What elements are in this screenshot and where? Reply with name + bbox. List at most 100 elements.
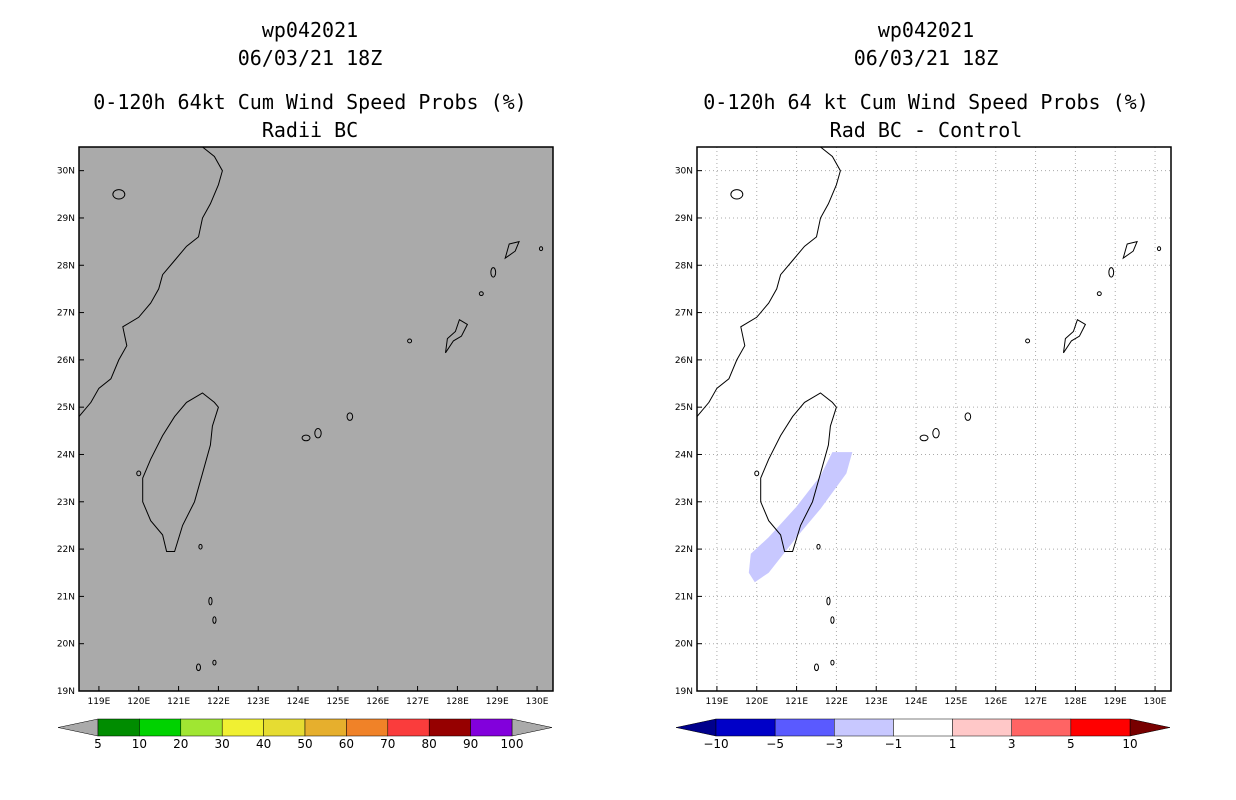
lon-tick-label: 121E bbox=[167, 697, 190, 707]
right-colorbar: −10 −5 −3 −1 1 3 5 10 bbox=[675, 718, 1171, 751]
lat-tick-label: 19N bbox=[57, 687, 75, 697]
left-map-background bbox=[79, 147, 553, 691]
island-outline bbox=[816, 543, 821, 550]
island-outline bbox=[346, 412, 354, 421]
island-outline bbox=[754, 470, 760, 477]
valid-time: 06/03/21 18Z bbox=[237, 46, 383, 70]
lon-tick-label: 127E bbox=[406, 697, 429, 707]
island-outline bbox=[830, 659, 835, 666]
product-subtitle: Rad BC - Control bbox=[829, 118, 1023, 142]
colorbar-label: 10 bbox=[1122, 737, 1137, 751]
island-outline bbox=[919, 434, 929, 442]
product-subtitle: Radii BC bbox=[261, 118, 359, 142]
left-colorbar: 5 10 20 30 40 50 60 70 80 90 100 bbox=[57, 718, 553, 751]
valid-time: 06/03/21 18Z bbox=[853, 46, 999, 70]
colorbar-swatch bbox=[387, 718, 430, 737]
island-outline bbox=[1108, 267, 1115, 278]
colorbar-label: 50 bbox=[297, 737, 312, 751]
colorbar-swatch bbox=[221, 718, 264, 737]
colorbar-label: −3 bbox=[825, 737, 843, 751]
island-outline bbox=[538, 246, 544, 252]
lat-tick-label: 27N bbox=[675, 309, 693, 319]
lat-tick-label: 25N bbox=[675, 403, 693, 413]
island-outline bbox=[208, 596, 213, 606]
lat-tick-label: 28N bbox=[675, 261, 693, 271]
lat-tick-label: 22N bbox=[57, 545, 75, 555]
island-outline bbox=[407, 338, 413, 344]
island-outline bbox=[196, 663, 201, 672]
lon-tick-label: 126E bbox=[984, 697, 1007, 707]
island-outline bbox=[212, 659, 217, 666]
island-outline bbox=[112, 189, 126, 200]
colorbar-label: 60 bbox=[339, 737, 354, 751]
product-title: 0-120h 64 kt Cum Wind Speed Probs (%) bbox=[703, 90, 1149, 114]
island-outline bbox=[1156, 246, 1162, 252]
colorbar-swatch bbox=[304, 718, 347, 737]
china-coastline bbox=[78, 146, 223, 417]
colorbar-label: −5 bbox=[766, 737, 784, 751]
colorbar-low-arrow bbox=[675, 718, 717, 737]
lat-tick-label: 20N bbox=[675, 640, 693, 650]
colorbar-swatch bbox=[715, 718, 776, 737]
product-title: 0-120h 64kt Cum Wind Speed Probs (%) bbox=[93, 90, 527, 114]
island-outline bbox=[932, 427, 940, 439]
colorbar-swatch bbox=[263, 718, 306, 737]
right-panel-title: wp042021 06/03/21 18Z 0-120h 64 kt Cum W… bbox=[676, 16, 1176, 144]
colorbar-label: 80 bbox=[422, 737, 437, 751]
lon-tick-label: 130E bbox=[526, 697, 549, 707]
island-outline bbox=[478, 291, 484, 297]
lat-tick-label: 21N bbox=[57, 592, 75, 602]
lon-tick-label: 122E bbox=[825, 697, 848, 707]
lat-tick-label: 26N bbox=[57, 356, 75, 366]
storm-id: wp042021 bbox=[261, 18, 359, 42]
lon-tick-label: 124E bbox=[905, 697, 928, 707]
lat-tick-label: 23N bbox=[675, 498, 693, 508]
lon-tick-label: 125E bbox=[944, 697, 967, 707]
lon-tick-label: 119E bbox=[705, 697, 728, 707]
lon-tick-label: 127E bbox=[1024, 697, 1047, 707]
colorbar-swatch bbox=[1011, 718, 1072, 737]
colorbar-swatch bbox=[952, 718, 1012, 737]
island-outline bbox=[314, 427, 322, 439]
colorbar-label: 20 bbox=[173, 737, 188, 751]
lon-tick-label: 123E bbox=[865, 697, 888, 707]
lat-tick-label: 30N bbox=[675, 167, 693, 177]
colorbar-label: 70 bbox=[380, 737, 395, 751]
lat-tick-label: 26N bbox=[675, 356, 693, 366]
right-map-background bbox=[697, 147, 1171, 691]
lat-tick-label: 23N bbox=[57, 498, 75, 508]
colorbar-swatch bbox=[470, 718, 513, 737]
lon-tick-label: 125E bbox=[326, 697, 349, 707]
left-map-panel: 119E 120E 121E 122E 123E 124E 125E 126E 127E 128E… bbox=[57, 146, 554, 707]
island-outline bbox=[964, 412, 972, 421]
lat-tick-label: 29N bbox=[675, 214, 693, 224]
colorbar-label: 5 bbox=[1067, 737, 1075, 751]
left-panel-title: wp042021 06/03/21 18Z 0-120h 64kt Cum Wi… bbox=[60, 16, 560, 144]
island-outline bbox=[1025, 338, 1031, 344]
island-outline bbox=[212, 616, 217, 624]
island-outline bbox=[814, 663, 819, 672]
colorbar-swatch bbox=[139, 718, 182, 737]
colorbar-low-arrow bbox=[57, 718, 99, 737]
colorbar-swatch bbox=[97, 718, 140, 737]
right-map-frame bbox=[696, 146, 1172, 692]
island-outline bbox=[198, 543, 203, 550]
colorbar-label: 1 bbox=[949, 737, 957, 751]
colorbar-high-arrow bbox=[1129, 718, 1171, 737]
colorbar-label: 40 bbox=[256, 737, 271, 751]
lat-tick-label: 30N bbox=[57, 167, 75, 177]
lon-tick-label: 122E bbox=[207, 697, 230, 707]
island-outline bbox=[1096, 291, 1102, 297]
colorbar-swatch bbox=[346, 718, 389, 737]
taiwan-coastline bbox=[142, 392, 219, 552]
colorbar-swatch bbox=[834, 718, 894, 737]
lat-tick-label: 20N bbox=[57, 640, 75, 650]
colorbar-swatch bbox=[893, 718, 953, 737]
storm-id: wp042021 bbox=[877, 18, 975, 42]
colorbar-high-arrow bbox=[511, 718, 553, 737]
colorbar-label: 100 bbox=[501, 737, 524, 751]
okinawa-coastline bbox=[1063, 318, 1087, 354]
left-map-frame bbox=[78, 146, 554, 692]
lon-tick-label: 129E bbox=[1104, 697, 1127, 707]
